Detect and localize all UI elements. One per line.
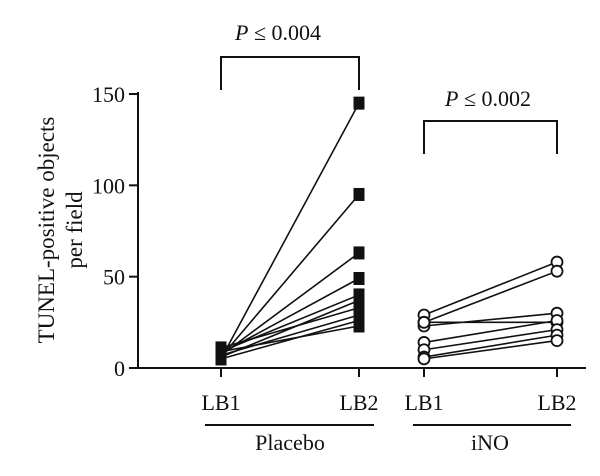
y-axis-label-line-1: TUNEL-positive objects	[34, 117, 59, 344]
pair-line-9	[220, 319, 360, 360]
pair-line-5	[220, 294, 360, 353]
pair-line-8	[220, 314, 360, 356]
point-lb2-2	[353, 187, 365, 201]
point-lb2-2	[550, 264, 564, 278]
p-value-text: ≤ 0.004	[248, 20, 321, 45]
pair-line-7	[423, 334, 558, 358]
group-label: iNO	[471, 430, 509, 455]
pair-line-1	[220, 102, 360, 360]
point-lb1-10	[215, 345, 227, 359]
point-lb2-10	[353, 319, 365, 333]
p-value-annotation: P ≤ 0.002	[444, 86, 531, 111]
pair-line-3	[220, 252, 360, 356]
x-tick-label-lb1: LB1	[404, 390, 443, 415]
p-value-symbol: P	[444, 86, 458, 111]
pair-line-7	[220, 306, 360, 349]
point-lb1-8	[417, 352, 431, 366]
pair-line-2	[423, 270, 558, 324]
y-axis-label-line-2: per field	[62, 191, 87, 269]
y-tick-label-0: 0	[114, 356, 125, 381]
p-value-text: ≤ 0.002	[458, 86, 531, 111]
pair-line-6	[423, 328, 558, 351]
pair-line-8	[423, 339, 558, 360]
significance-bracket	[220, 56, 360, 90]
y-axis-label: TUNEL-positive objects per field	[34, 117, 87, 344]
point-lb2-8	[550, 334, 564, 348]
pair-line-1	[423, 261, 558, 316]
point-lb2-4	[353, 271, 365, 285]
group-label: Placebo	[255, 430, 325, 455]
pair-line-5	[423, 319, 558, 344]
point-lb1-4	[417, 315, 431, 329]
groups: LB1 LB2 Placebo P ≤ 0.004 LB1 LB2 iNO P ≤ 0.002	[201, 20, 576, 455]
point-lb2-1	[353, 96, 365, 110]
p-value-symbol: P	[234, 20, 248, 45]
group-ino: LB1 LB2 iNO P ≤ 0.002	[404, 86, 576, 455]
point-lb2-3	[353, 246, 365, 260]
x-tick-label-lb2: LB2	[339, 390, 378, 415]
axes	[137, 92, 586, 369]
y-tick-label-150: 150	[92, 82, 125, 107]
p-value-annotation: P ≤ 0.004	[234, 20, 321, 45]
y-tick-label-100: 100	[92, 173, 125, 198]
pair-line-10	[220, 325, 360, 353]
significance-bracket	[423, 120, 558, 154]
y-tick-label-50: 50	[103, 265, 125, 290]
x-tick-label-lb2: LB2	[537, 390, 576, 415]
x-tick-label-lb1: LB1	[201, 390, 240, 415]
y-ticks: 0 50 100 150	[92, 82, 138, 381]
pair-line-3	[423, 312, 558, 327]
group-placebo: LB1 LB2 Placebo P ≤ 0.004	[201, 20, 378, 455]
pair-line-2	[220, 193, 360, 358]
